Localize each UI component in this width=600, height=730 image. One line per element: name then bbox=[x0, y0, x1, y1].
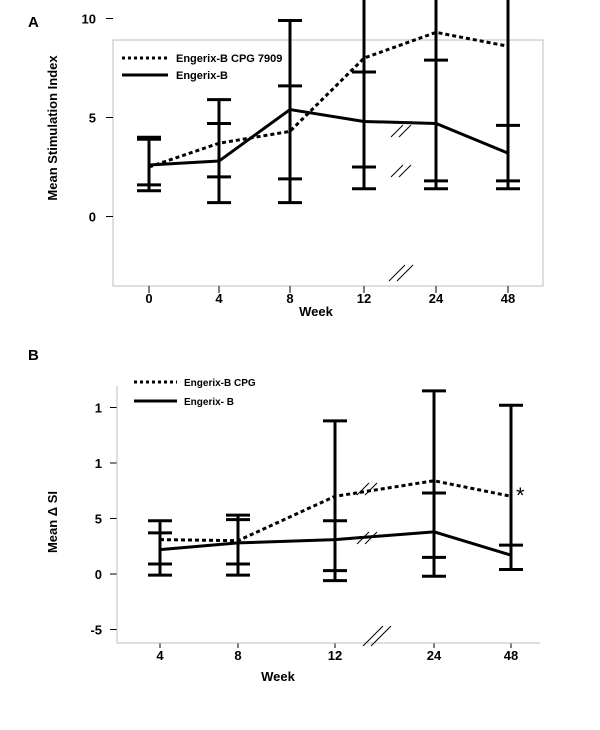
y-tick-label: -5 bbox=[90, 623, 102, 638]
panel-a-series bbox=[137, 0, 520, 205]
panel-a-y-tick-labels: 051015 bbox=[82, 12, 96, 225]
y-tick-label: 5 bbox=[89, 111, 96, 126]
panel-b-y-tick-labels: -5 0 5 1 1 bbox=[90, 401, 102, 638]
legend-label-engerix: Engerix- B bbox=[184, 397, 234, 408]
axis-break-mark bbox=[398, 124, 412, 138]
panel-a-plot-frame bbox=[112, 39, 544, 287]
panel-b-y-axis-label: Mean Δ SI bbox=[45, 491, 60, 553]
panel-a-y-axis-label: Mean Stimulation Index bbox=[45, 55, 60, 201]
x-tick-label: 48 bbox=[501, 291, 515, 306]
axis-break-mark bbox=[364, 482, 378, 496]
x-tick-label: 24 bbox=[429, 291, 444, 306]
y-tick-label: 0 bbox=[95, 567, 102, 582]
x-tick-label: 4 bbox=[215, 291, 223, 306]
y-tick-label: 5 bbox=[95, 512, 102, 527]
panel-a-letter: A bbox=[28, 14, 39, 31]
axis-break-mark bbox=[356, 482, 370, 496]
x-tick-label: 8 bbox=[286, 291, 293, 306]
panel-b-x-axis-label: Week bbox=[261, 669, 295, 684]
x-tick-label: 24 bbox=[427, 648, 442, 663]
series-line-cpg bbox=[148, 30, 509, 169]
significance-asterisk: * bbox=[516, 483, 525, 508]
panel-a-x-axis-label: Week bbox=[299, 304, 333, 319]
axis-break-mark bbox=[370, 625, 392, 647]
panel-b-tick-marks bbox=[110, 386, 540, 648]
x-tick-label: 8 bbox=[234, 648, 241, 663]
panel-b-legend: Engerix-B CPG Engerix- B bbox=[134, 378, 256, 408]
panel-b-x-tick-labels: 4 8 12 24 48 bbox=[156, 648, 518, 663]
panel-a-x-tick-labels: 0 4 8 12 24 48 bbox=[145, 291, 515, 306]
y-tick-label: 0 bbox=[89, 210, 96, 225]
x-tick-label: 0 bbox=[145, 291, 152, 306]
y-tick-label: 1 bbox=[95, 401, 102, 416]
axis-break-mark bbox=[388, 264, 406, 282]
legend-label-cpg: Engerix-B CPG 7909 bbox=[176, 53, 282, 65]
axis-break-mark bbox=[398, 164, 412, 178]
axis-break-mark bbox=[390, 124, 404, 138]
panel-b-series bbox=[148, 389, 523, 583]
x-tick-label: 12 bbox=[328, 648, 342, 663]
axis-break-mark bbox=[362, 625, 384, 647]
x-tick-label: 48 bbox=[504, 648, 518, 663]
panel-b-letter: B bbox=[28, 347, 39, 364]
legend-label-engerix: Engerix-B bbox=[176, 70, 228, 82]
y-tick-label: 1 bbox=[95, 456, 102, 471]
panel-a-legend: Engerix-B CPG 7909 Engerix-B bbox=[122, 53, 282, 82]
panel-a-tick-marks bbox=[106, 18, 509, 293]
y-tick-label: 10 bbox=[82, 12, 96, 27]
series-line-engerix bbox=[148, 108, 509, 167]
legend-label-cpg: Engerix-B CPG bbox=[184, 378, 256, 389]
x-tick-label: 12 bbox=[357, 291, 371, 306]
axis-break-mark bbox=[390, 164, 404, 178]
axis-break-mark bbox=[396, 264, 414, 282]
x-tick-label: 4 bbox=[156, 648, 164, 663]
